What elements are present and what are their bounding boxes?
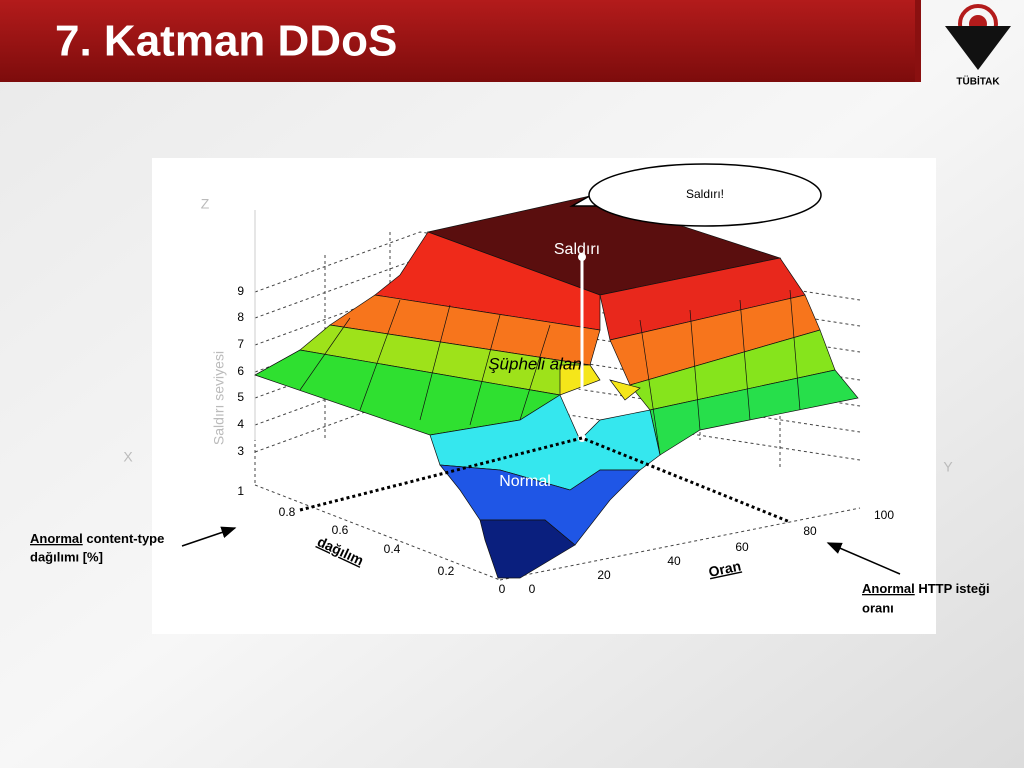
x-tick-label: 0 bbox=[499, 582, 506, 596]
region-label: Normal bbox=[499, 473, 551, 490]
arrow bbox=[826, 542, 901, 575]
y-tick-label: 100 bbox=[874, 508, 894, 522]
z-tick-label: 6 bbox=[237, 364, 244, 378]
region-label: Şüpheli alan bbox=[488, 354, 582, 373]
title: 7. Katman DDoS bbox=[55, 17, 397, 66]
z-tick-label: 7 bbox=[237, 337, 244, 351]
callout-text: Saldırı! bbox=[686, 187, 724, 201]
text: HTTP isteği bbox=[915, 581, 990, 596]
callout: Saldırı! bbox=[569, 163, 822, 227]
header-edge bbox=[915, 0, 921, 82]
z-axis-letter: Z bbox=[201, 196, 210, 212]
logo: TÜBİTAK bbox=[945, 4, 1011, 88]
y-tick-label: 60 bbox=[735, 540, 749, 554]
y-ticks: 0 20 40 60 80 100 bbox=[529, 508, 895, 596]
y-tick-label: 20 bbox=[597, 568, 611, 582]
annotation-right: Anormal HTTP isteği oranı bbox=[862, 581, 990, 615]
annotation-line: Anormal HTTP isteği bbox=[862, 581, 990, 596]
text: content-type bbox=[83, 531, 165, 546]
x-tick-label: 0.2 bbox=[438, 564, 455, 578]
z-tick-label: 9 bbox=[237, 284, 244, 298]
z-tick-label: 1 bbox=[237, 484, 244, 498]
arrow bbox=[181, 526, 237, 547]
surface bbox=[254, 195, 859, 579]
y-tick-label: 80 bbox=[803, 524, 817, 538]
x-axis-letter: X bbox=[123, 449, 133, 465]
dotted-guides bbox=[299, 436, 791, 524]
emphasis: Anormal bbox=[30, 531, 83, 546]
pointer-dot bbox=[578, 253, 586, 261]
header-bar bbox=[0, 0, 915, 82]
z-tick-label: 8 bbox=[237, 310, 244, 324]
region-label: Saldırı bbox=[554, 241, 600, 258]
y-label: Oran bbox=[707, 558, 742, 580]
y-tick-label: 0 bbox=[529, 582, 536, 596]
z-tick-label: 5 bbox=[237, 390, 244, 404]
annotation-left: Anormal content-type dağılımı [%] bbox=[30, 531, 164, 564]
emphasis: Anormal bbox=[862, 581, 915, 596]
annotation-line: Anormal content-type bbox=[30, 531, 164, 546]
x-tick-label: 0.8 bbox=[279, 505, 296, 519]
z-tick-label: 4 bbox=[237, 417, 244, 431]
logo-text: TÜBİTAK bbox=[956, 75, 1000, 88]
annotation-line: dağılımı [%] bbox=[30, 549, 103, 564]
x-tick-label: 0.6 bbox=[332, 523, 349, 537]
z-ticks: 9 8 7 6 5 4 3 1 bbox=[237, 284, 244, 498]
y-axis-letter: Y bbox=[943, 459, 953, 475]
annotation-line: oranı bbox=[862, 600, 894, 615]
x-tick-label: 0.4 bbox=[384, 542, 401, 556]
z-label: Saldırı seviyesi bbox=[211, 351, 227, 445]
z-tick-label: 3 bbox=[237, 444, 244, 458]
y-tick-label: 40 bbox=[667, 554, 681, 568]
x-ticks: 0.8 0.6 0.4 0.2 0 bbox=[279, 505, 506, 596]
